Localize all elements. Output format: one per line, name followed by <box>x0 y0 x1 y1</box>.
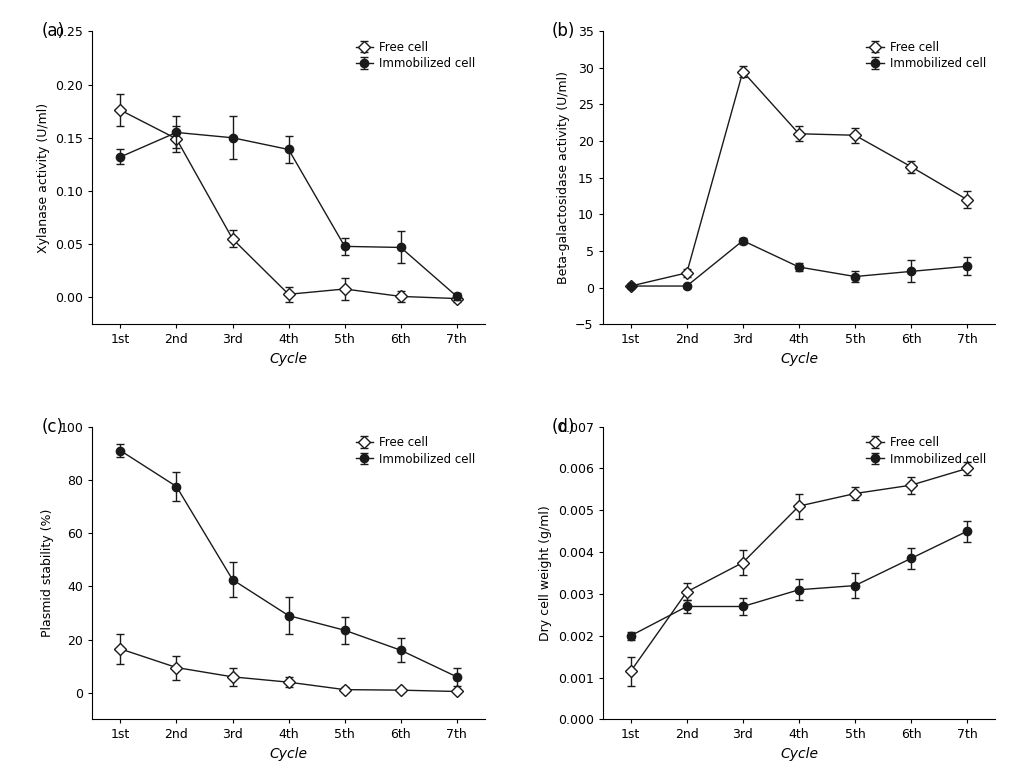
Text: (d): (d) <box>552 418 575 436</box>
Legend: Free cell, Immobilized cell: Free cell, Immobilized cell <box>863 432 989 469</box>
Legend: Free cell, Immobilized cell: Free cell, Immobilized cell <box>863 38 989 74</box>
X-axis label: Cycle: Cycle <box>270 747 308 761</box>
Text: (b): (b) <box>552 23 575 41</box>
X-axis label: Cycle: Cycle <box>270 352 308 366</box>
Text: (c): (c) <box>41 418 64 436</box>
Y-axis label: Xylanase activity (U/ml): Xylanase activity (U/ml) <box>37 102 49 253</box>
Legend: Free cell, Immobilized cell: Free cell, Immobilized cell <box>352 432 479 469</box>
Text: (a): (a) <box>41 23 65 41</box>
X-axis label: Cycle: Cycle <box>780 352 818 366</box>
X-axis label: Cycle: Cycle <box>780 747 818 761</box>
Y-axis label: Plasmid stability (%): Plasmid stability (%) <box>41 509 54 637</box>
Y-axis label: Dry cell weight (g/ml): Dry cell weight (g/ml) <box>539 505 552 641</box>
Legend: Free cell, Immobilized cell: Free cell, Immobilized cell <box>352 38 479 74</box>
Y-axis label: Beta-galactosidase activity (U/ml): Beta-galactosidase activity (U/ml) <box>556 71 569 284</box>
